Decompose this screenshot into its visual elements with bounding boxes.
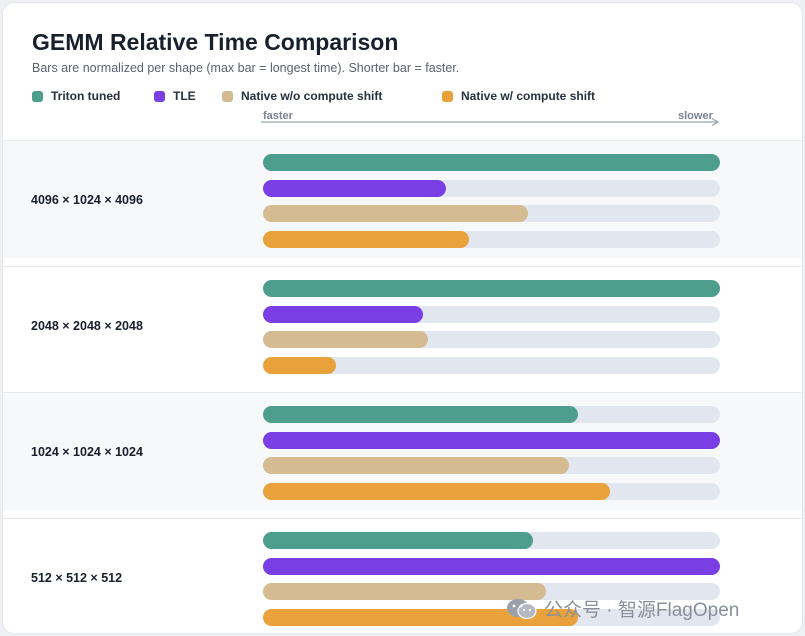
- bar-track: [263, 482, 720, 500]
- legend-item: Native w/ compute shift: [442, 89, 595, 103]
- bar-track: [263, 179, 720, 197]
- axis-slower-label: slower: [678, 110, 713, 122]
- bar: [263, 280, 720, 297]
- bar: [263, 179, 446, 197]
- bar-group: 4096 × 1024 × 4096: [3, 140, 802, 258]
- bar: [263, 154, 720, 171]
- bar: [263, 305, 423, 323]
- bar: [263, 230, 469, 248]
- bar: [263, 557, 720, 575]
- bar-track: [263, 280, 720, 297]
- bar-track: [263, 356, 720, 374]
- bar: [263, 356, 336, 374]
- wechat-icon: [507, 598, 537, 619]
- bar: [263, 431, 720, 449]
- bar: [263, 482, 610, 500]
- axis-faster-label: faster: [263, 110, 293, 122]
- bar-track: [263, 532, 720, 549]
- legend-item: Triton tuned: [32, 89, 120, 103]
- bar: [263, 532, 533, 549]
- category-label: 1024 × 1024 × 1024: [31, 445, 143, 459]
- bar-track: [263, 608, 720, 626]
- legend-swatch: [222, 90, 233, 102]
- bar-group: 2048 × 2048 × 2048: [3, 266, 802, 384]
- axis-arrow-icon: [261, 117, 720, 127]
- bar-group: 512 × 512 × 512: [3, 518, 802, 633]
- category-label: 4096 × 1024 × 4096: [31, 193, 143, 207]
- bar: [263, 457, 569, 474]
- bar: [263, 331, 428, 348]
- bar-track: [263, 583, 720, 600]
- bar-track: [263, 406, 720, 423]
- bar-track: [263, 154, 720, 171]
- bar-track: [263, 431, 720, 449]
- bar-track: [263, 557, 720, 575]
- watermark-text: 公众号 · 智源FlagOpen: [544, 600, 740, 621]
- bar: [263, 608, 578, 626]
- legend-item: Native w/o compute shift: [222, 89, 382, 103]
- bar-track: [263, 331, 720, 348]
- watermark: 公众号 · 智源FlagOpen: [506, 595, 739, 622]
- bar: [263, 583, 546, 600]
- legend-item: TLE: [154, 89, 196, 103]
- bar-track: [263, 305, 720, 323]
- legend-label: TLE: [173, 89, 196, 103]
- bar-track: [263, 205, 720, 222]
- bar-track: [263, 457, 720, 474]
- chart-subtitle: Bars are normalized per shape (max bar =…: [32, 61, 460, 75]
- bar-group: 1024 × 1024 × 1024: [3, 392, 802, 510]
- legend-swatch: [32, 90, 43, 102]
- category-label: 2048 × 2048 × 2048: [31, 319, 143, 333]
- bar: [263, 406, 578, 423]
- legend-label: Native w/ compute shift: [461, 89, 596, 103]
- legend-label: Triton tuned: [51, 89, 121, 103]
- legend-label: Native w/o compute shift: [241, 89, 383, 103]
- bar-track: [263, 230, 720, 248]
- legend-swatch: [154, 90, 165, 102]
- category-label: 512 × 512 × 512: [31, 571, 123, 585]
- legend-swatch: [442, 90, 453, 102]
- bar: [263, 205, 528, 222]
- chart-title: GEMM Relative Time Comparison: [32, 29, 399, 55]
